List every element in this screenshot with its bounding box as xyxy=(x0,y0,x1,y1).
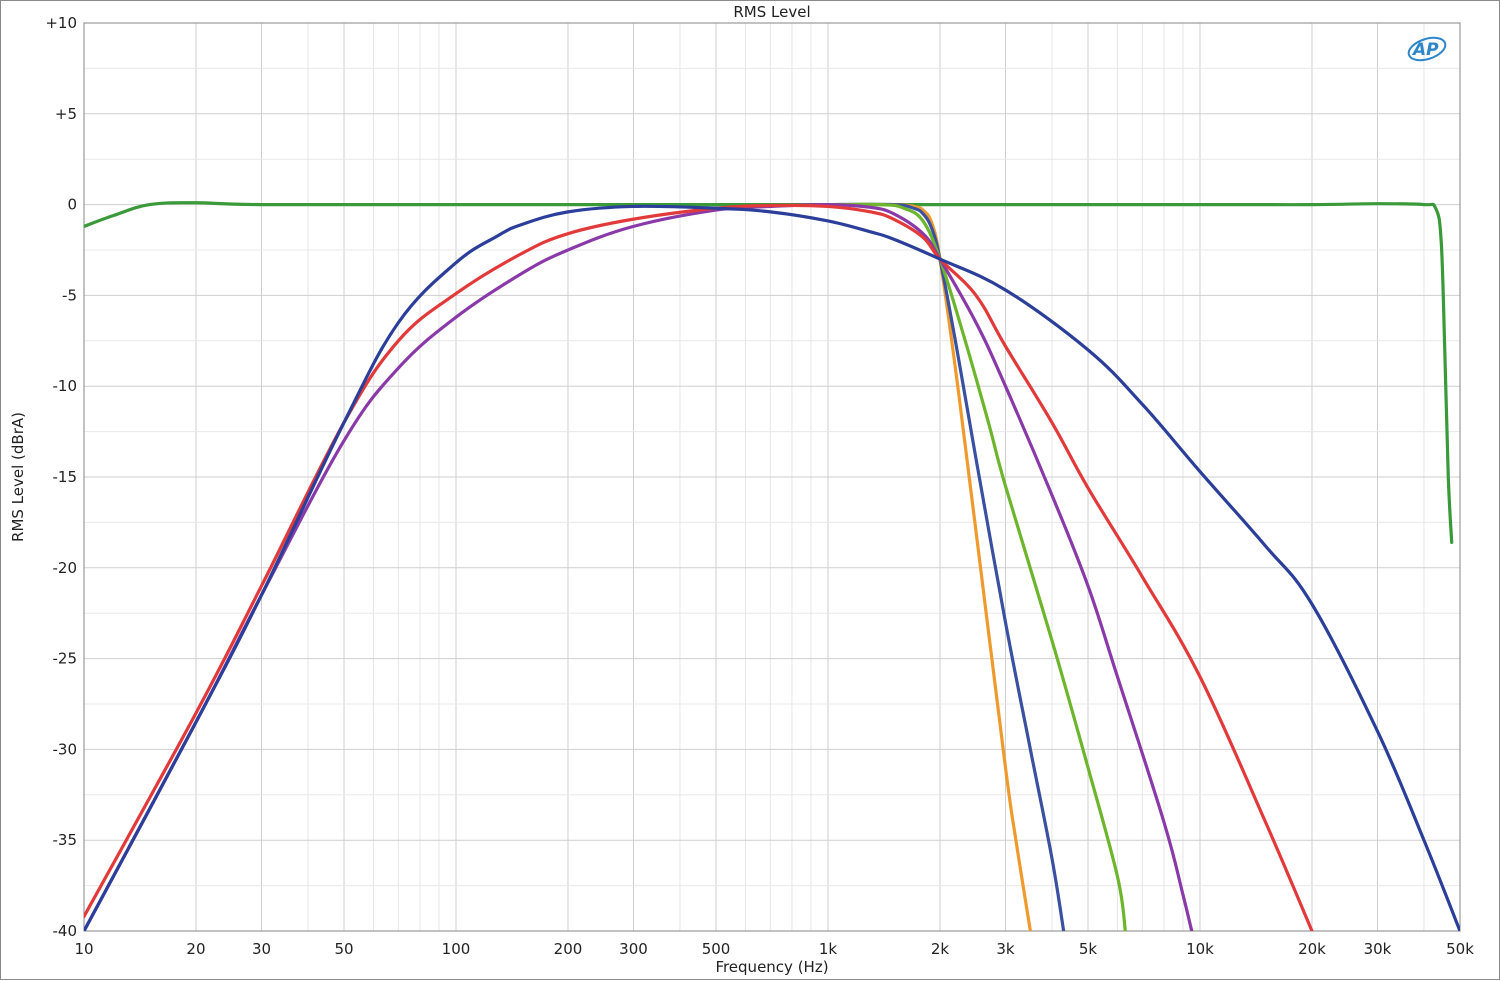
x-tick-label: 50k xyxy=(1446,940,1474,958)
x-tick-label: 1k xyxy=(819,940,838,958)
y-tick-label: -40 xyxy=(53,922,78,940)
y-tick-label: +10 xyxy=(45,14,77,32)
series-line-4 xyxy=(826,202,1127,931)
ap-logo: AP xyxy=(1407,36,1447,62)
x-tick-label: 10 xyxy=(74,940,93,958)
y-axis-label: RMS Level (dBrA) xyxy=(9,412,27,542)
x-tick-label: 30k xyxy=(1364,940,1392,958)
x-tick-label: 20k xyxy=(1298,940,1326,958)
x-tick-label: 30 xyxy=(252,940,271,958)
y-tick-label: -5 xyxy=(62,286,77,304)
x-tick-label: 200 xyxy=(554,940,583,958)
x-tick-label: 300 xyxy=(619,940,648,958)
x-tick-label: 5k xyxy=(1079,940,1098,958)
ap-logo-text: AP xyxy=(1411,40,1439,60)
x-tick-label: 500 xyxy=(702,940,731,958)
series-line-5 xyxy=(84,202,1194,931)
x-tick-label: 100 xyxy=(442,940,471,958)
x-tick-label: 20 xyxy=(186,940,205,958)
y-tick-label: -20 xyxy=(53,559,78,577)
x-tick-labels: 10 20 30 50 100 200 300 500 1k 2k 3k 5k 10k 20k 30k 50k xyxy=(74,940,1474,958)
series-group xyxy=(84,201,1460,931)
x-axis-label: Frequency (Hz) xyxy=(715,958,828,976)
y-tick-label: +5 xyxy=(55,105,77,123)
y-tick-label: -25 xyxy=(53,650,78,668)
x-tick-label: 2k xyxy=(931,940,950,958)
ap-logo-swoosh xyxy=(1407,36,1447,62)
series-line-7 xyxy=(84,204,1460,931)
x-tick-label: 10k xyxy=(1186,940,1214,958)
series-line-1 xyxy=(84,201,1454,544)
y-tick-label: -15 xyxy=(53,468,78,486)
y-tick-label: -35 xyxy=(53,831,78,849)
y-tick-labels: +10 +5 0 -5 -10 -15 -20 -25 -30 -35 -40 xyxy=(45,14,77,940)
y-tick-label: -30 xyxy=(53,740,78,758)
y-tick-label: -10 xyxy=(53,377,78,395)
y-tick-label: 0 xyxy=(67,196,77,214)
chart-title: RMS Level xyxy=(733,3,810,21)
x-tick-label: 50 xyxy=(334,940,353,958)
x-tick-label: 3k xyxy=(996,940,1015,958)
series-line-3 xyxy=(826,202,1066,931)
plot-border xyxy=(83,22,1461,932)
series-line-2 xyxy=(826,202,1032,931)
